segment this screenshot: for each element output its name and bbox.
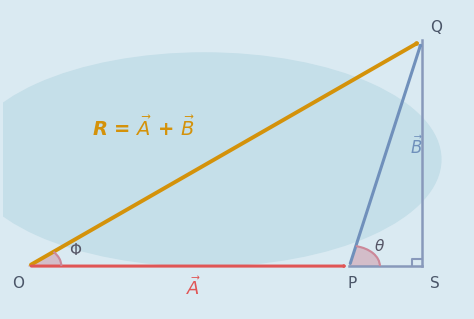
Text: P: P — [347, 276, 356, 291]
Text: O: O — [12, 276, 24, 291]
Ellipse shape — [0, 53, 441, 266]
Text: S: S — [430, 276, 440, 291]
Text: R = $\vec{A}$ + $\vec{B}$: R = $\vec{A}$ + $\vec{B}$ — [91, 116, 195, 140]
Text: Q: Q — [430, 20, 442, 35]
Text: $\vec{B}$: $\vec{B}$ — [410, 136, 423, 158]
Text: $\theta$: $\theta$ — [374, 238, 385, 254]
Wedge shape — [28, 252, 61, 266]
Text: $\Phi$: $\Phi$ — [69, 242, 82, 258]
Wedge shape — [349, 246, 380, 266]
Text: $\vec{A}$: $\vec{A}$ — [186, 277, 201, 300]
